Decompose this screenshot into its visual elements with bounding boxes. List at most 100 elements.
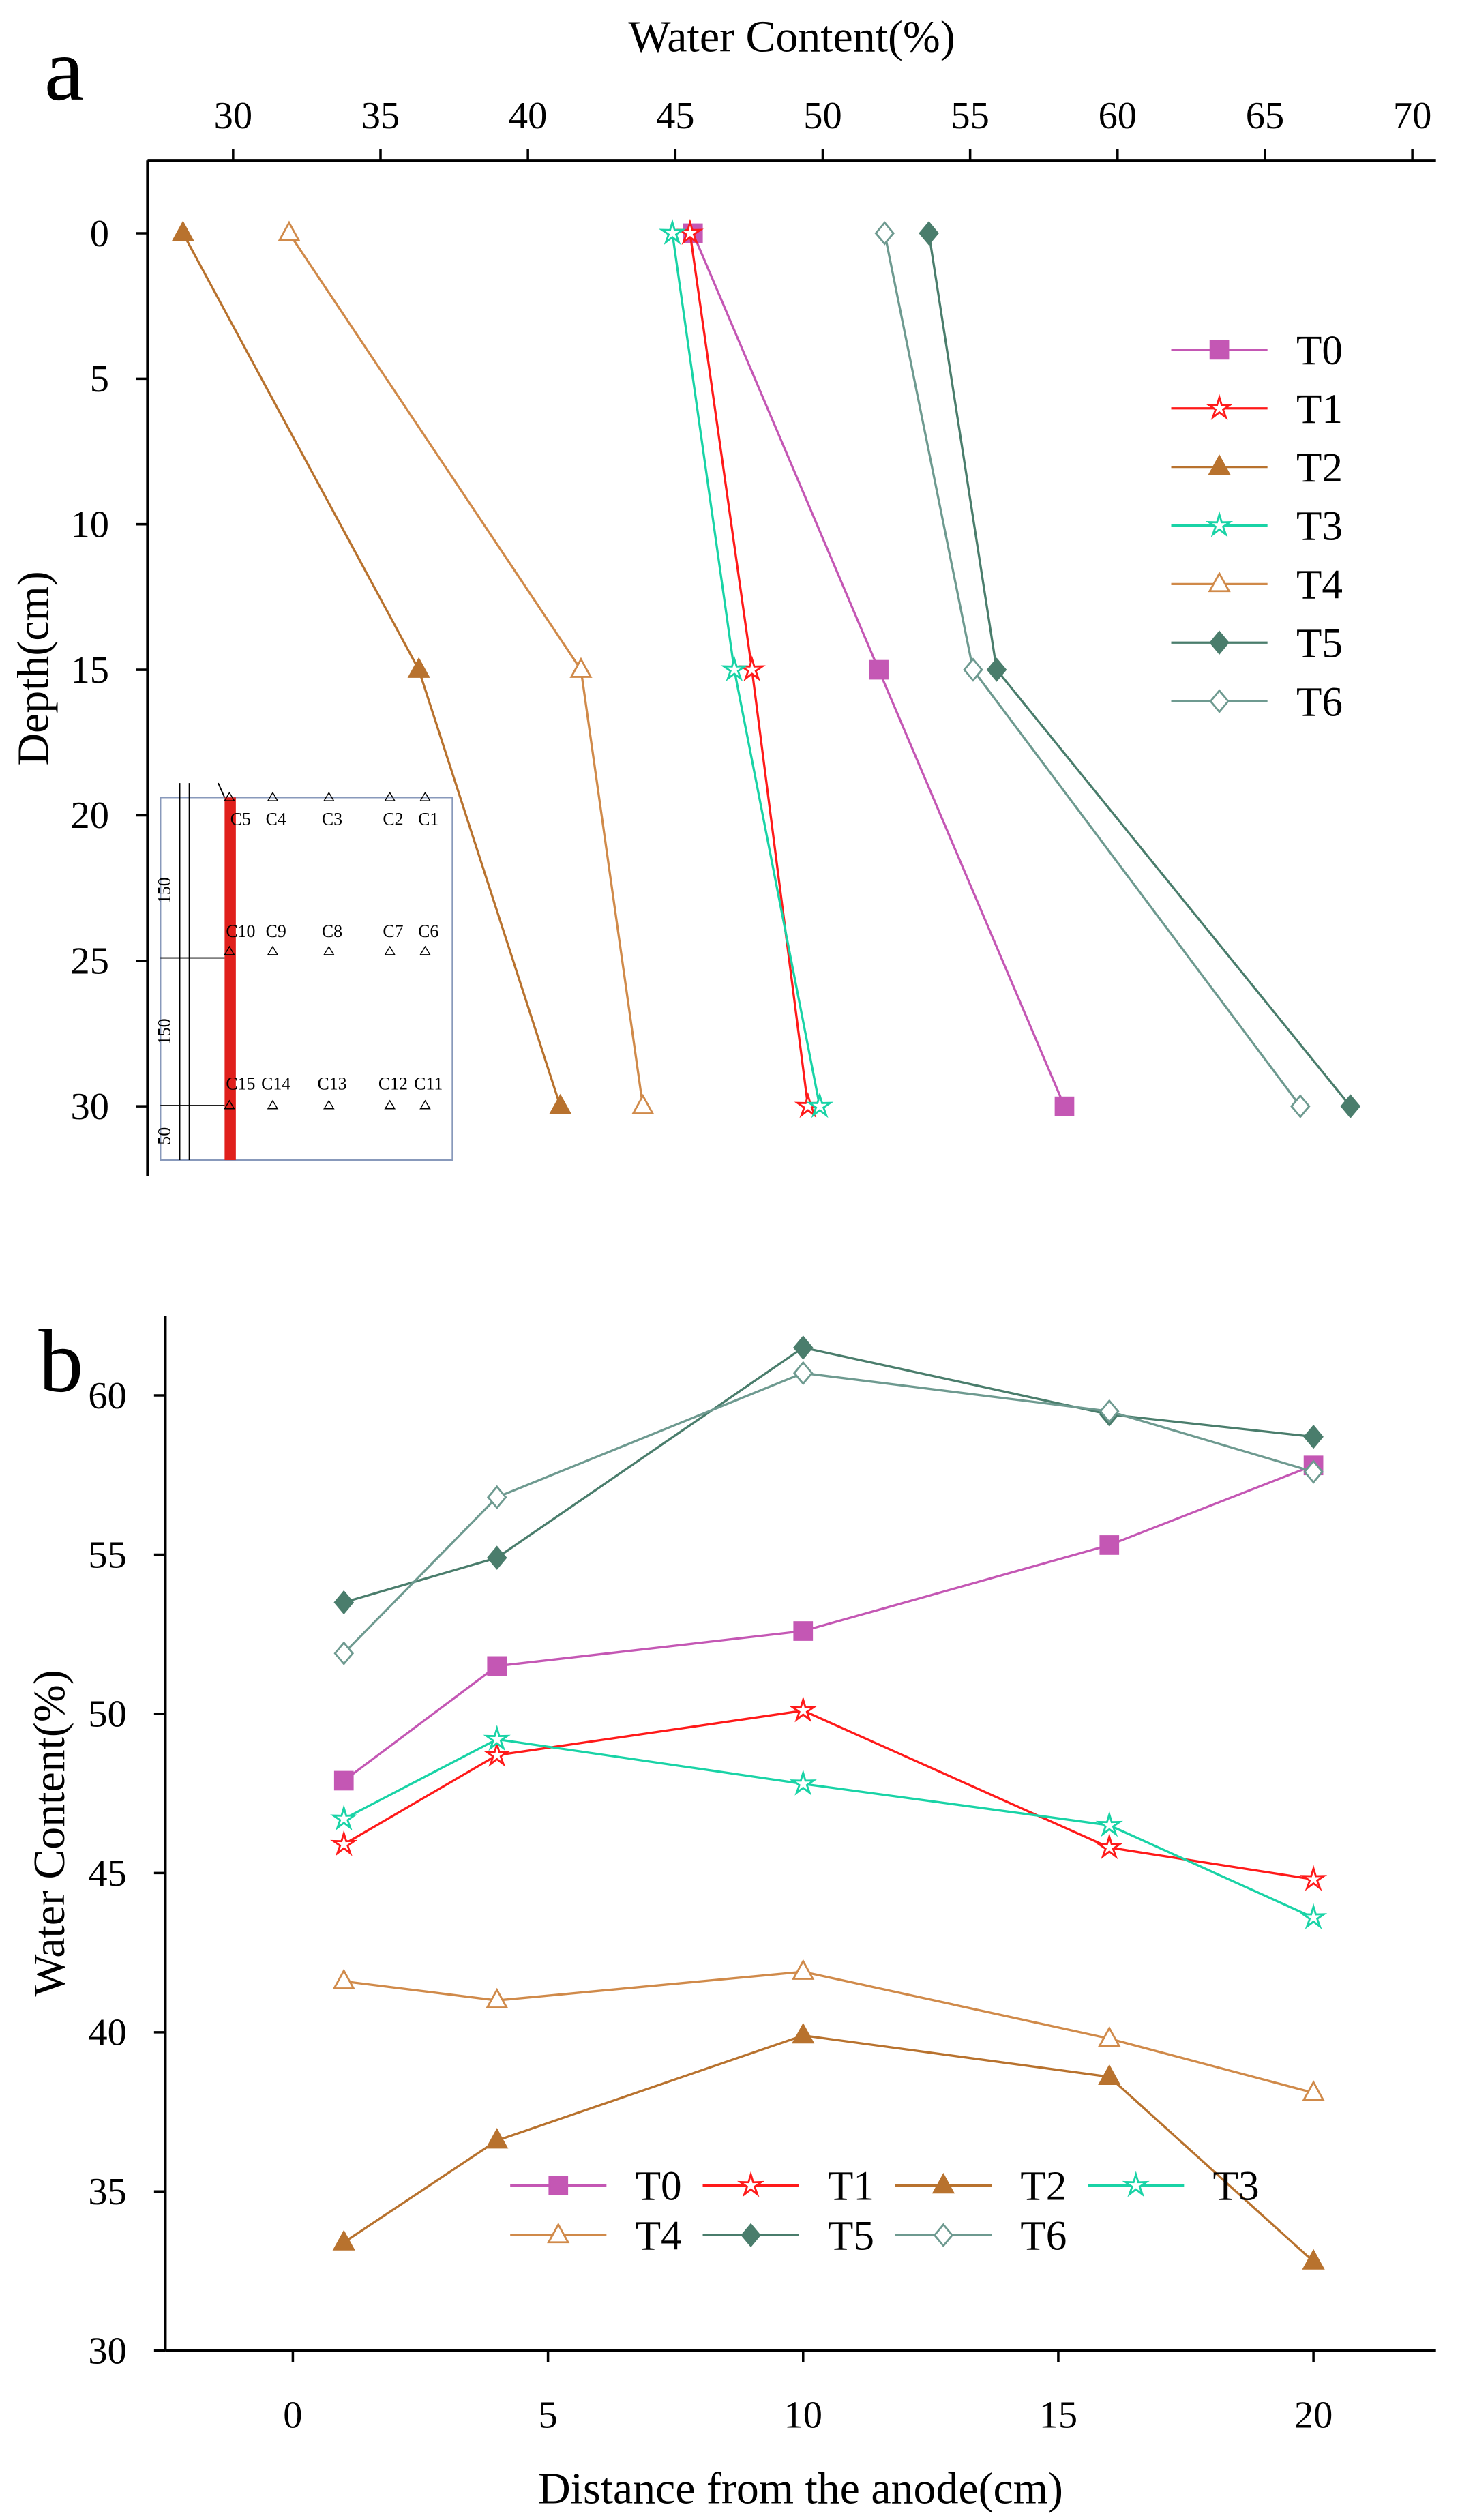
inset-point — [419, 791, 431, 801]
inset-point — [323, 791, 335, 801]
x-tick-label: 15 — [1039, 2395, 1077, 2437]
legend-label: T2 — [1020, 2163, 1067, 2210]
inset-label: C6 — [418, 921, 438, 941]
marker — [1300, 1865, 1328, 1891]
x-tick-label: 20 — [1294, 2395, 1332, 2437]
y-tick-label: 25 — [71, 940, 109, 983]
marker — [919, 221, 939, 246]
y-tick-label: 30 — [71, 1086, 109, 1128]
marker — [789, 1769, 817, 1796]
x-axis-label: Water Content(%) — [628, 12, 955, 61]
marker — [1340, 1094, 1361, 1118]
inset-point — [224, 791, 235, 801]
legend-marker — [1206, 394, 1234, 420]
y-tick-label: 35 — [88, 2171, 126, 2213]
marker — [333, 1641, 355, 1665]
marker — [1303, 1459, 1324, 1484]
marker — [1098, 2026, 1121, 2047]
inset-label: C9 — [266, 921, 286, 941]
inset-dimension: 50 — [154, 1127, 174, 1145]
inset-label: C1 — [418, 809, 438, 829]
marker — [333, 1770, 354, 1791]
inset-label: C8 — [322, 921, 342, 941]
marker — [549, 1093, 572, 1114]
legend-label: T2 — [1296, 445, 1343, 491]
x-tick-label: 40 — [509, 95, 547, 137]
x-tick-label: 35 — [361, 95, 400, 137]
marker — [792, 1335, 814, 1360]
y-axis-label: Depth(cm) — [9, 571, 59, 765]
legend-marker — [548, 2176, 569, 2195]
inset-label: C10 — [226, 921, 255, 941]
inset-frame — [160, 797, 453, 1161]
legend-label: T4 — [1296, 562, 1343, 608]
marker — [1302, 2249, 1325, 2270]
legend-label: T5 — [828, 2213, 874, 2259]
marker — [486, 1485, 507, 1510]
legend-marker — [1209, 689, 1230, 713]
legend-marker — [741, 2223, 761, 2248]
inset-point — [267, 1099, 279, 1110]
anode-bar — [224, 797, 236, 1161]
marker — [1098, 2064, 1121, 2085]
marker — [1302, 2080, 1325, 2101]
marker — [332, 2229, 355, 2251]
marker — [330, 1804, 358, 1831]
marker — [1095, 1833, 1123, 1860]
legend-label: T3 — [1296, 503, 1343, 550]
marker — [1300, 1903, 1328, 1929]
marker — [806, 1092, 834, 1118]
y-tick-label: 55 — [88, 1534, 126, 1576]
marker — [792, 1361, 814, 1386]
x-tick-label: 55 — [951, 95, 989, 137]
marker — [1290, 1094, 1311, 1118]
marker — [792, 1959, 815, 1980]
y-tick-label: 50 — [88, 1693, 126, 1736]
inset-point — [267, 791, 279, 801]
legend-label: T6 — [1020, 2213, 1067, 2259]
legend-label: T5 — [1296, 620, 1343, 666]
x-axis-label: Distance from the anode(cm) — [538, 2463, 1063, 2513]
marker — [792, 2023, 815, 2044]
inset-dimension: 150 — [154, 1018, 174, 1045]
legend-marker — [1122, 2171, 1150, 2197]
panel-label: b — [38, 1312, 83, 1411]
x-tick-label: 70 — [1393, 95, 1431, 137]
inset-point — [419, 945, 431, 955]
legend-marker — [547, 2222, 570, 2244]
panel-label: a — [44, 20, 84, 119]
dimension-line — [218, 782, 226, 798]
y-tick-label: 20 — [71, 795, 109, 837]
marker — [483, 1740, 511, 1767]
inset-label: C15 — [226, 1074, 255, 1094]
y-tick-label: 45 — [88, 1852, 126, 1895]
inset-point — [224, 945, 235, 955]
legend-label: T3 — [1213, 2163, 1260, 2210]
inset-point — [267, 945, 279, 955]
marker — [332, 1968, 355, 1989]
marker — [407, 657, 430, 678]
marker — [1099, 1399, 1120, 1424]
y-axis-label: Water Content(%) — [25, 1670, 74, 1996]
inset-label: C5 — [230, 809, 251, 829]
legend-marker — [1208, 571, 1231, 593]
legend-marker — [1209, 630, 1230, 655]
inset-label: C14 — [261, 1074, 290, 1094]
legend-marker — [932, 2172, 955, 2194]
marker — [487, 1656, 507, 1676]
legend-label: T0 — [1296, 327, 1343, 374]
marker — [1099, 1535, 1120, 1555]
marker — [874, 221, 895, 246]
legend-label: T1 — [828, 2163, 874, 2210]
marker — [278, 220, 301, 241]
marker — [483, 1725, 511, 1751]
x-tick-label: 30 — [214, 95, 252, 137]
marker — [631, 1093, 655, 1114]
legend-marker — [737, 2171, 765, 2197]
y-tick-label: 5 — [90, 358, 109, 400]
legend-label: T0 — [636, 2163, 682, 2210]
legend-label: T6 — [1296, 679, 1343, 725]
marker — [986, 657, 1007, 682]
marker — [569, 657, 593, 678]
